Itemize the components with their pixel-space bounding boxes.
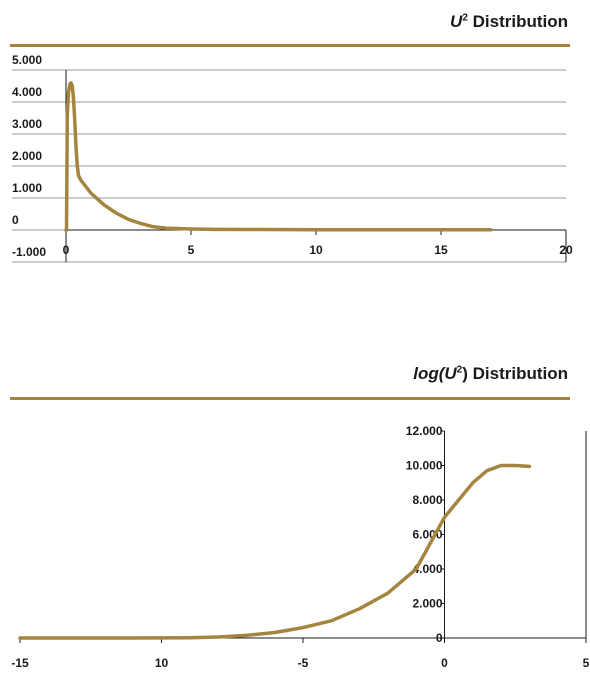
- chart1-title: U2 Distribution: [450, 12, 568, 32]
- series-line: [18, 463, 532, 640]
- series-line: [64, 81, 493, 232]
- y-tick-label: 4.000: [12, 85, 42, 99]
- chart2-title-rest: ) Distribution: [462, 364, 568, 383]
- x-tick-label: 0: [441, 656, 448, 670]
- u2-distribution-chart: -1.000 0 1.000 2.000 3.000 4.000 5.000 0 5 10 15 20: [12, 53, 573, 263]
- x-tick-label: 15: [434, 243, 448, 257]
- y-tick-label: 8.000: [412, 493, 442, 507]
- chart2-title-u: U: [444, 364, 457, 383]
- chart1-title-rest: Distribution: [467, 12, 568, 31]
- chart1-title-sup: 2: [462, 12, 468, 24]
- y-tick-label: 0: [436, 631, 443, 645]
- y-tick-label: 12.000: [406, 424, 443, 438]
- y-tick-label: 0: [12, 213, 19, 227]
- chart2-title: log(U2) Distribution: [413, 364, 568, 384]
- x-tick-label: 0: [63, 243, 70, 257]
- chart1-title-rule: [10, 44, 570, 47]
- x-tick-label: 10: [155, 656, 169, 670]
- chart2-title-sup: 2: [456, 364, 463, 376]
- y-tick-label: 10.000: [406, 459, 443, 473]
- chart2-title-log: log(: [413, 364, 445, 383]
- x-tick-label: -15: [11, 656, 29, 670]
- x-tick-label: 5: [188, 243, 195, 257]
- y-tick-label: 2.000: [12, 149, 42, 163]
- y-tick-label: 2.000: [412, 597, 442, 611]
- x-tick-label: 5: [583, 656, 590, 670]
- y-tick-label: -1.000: [12, 245, 46, 259]
- chart1-title-u: U: [450, 12, 463, 31]
- x-tick-label: -5: [298, 656, 309, 670]
- y-tick-label: 5.000: [12, 53, 42, 67]
- x-tick-label: 20: [559, 243, 573, 257]
- chart2-title-rule: [10, 397, 570, 400]
- y-tick-label: 3.000: [12, 117, 42, 131]
- x-tick-label: 10: [309, 243, 323, 257]
- y-tick-label: 1.000: [12, 181, 42, 195]
